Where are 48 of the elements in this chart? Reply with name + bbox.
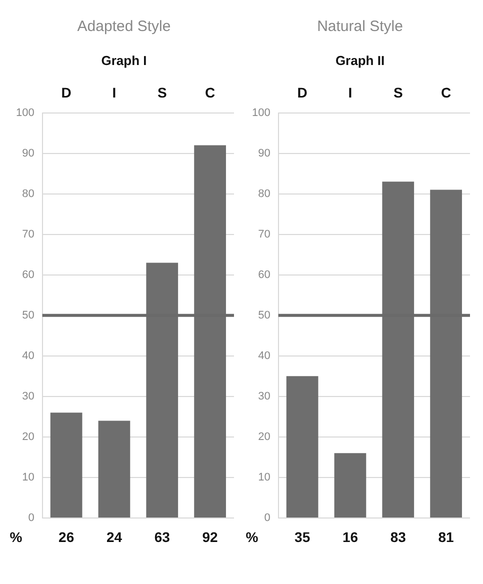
bar — [286, 376, 318, 518]
y-tick-label: 20 — [22, 430, 34, 443]
y-tick-label: 70 — [22, 228, 34, 240]
x-tick-label: D — [61, 84, 72, 100]
x-tick-label: I — [348, 84, 352, 100]
chart-title: Adapted Style — [76, 18, 172, 35]
bar — [50, 412, 82, 518]
y-tick-label: 50 — [22, 309, 34, 322]
y-tick-label: 60 — [22, 268, 34, 281]
y-tick-label: 10 — [22, 472, 34, 484]
x-tick-label: I — [112, 84, 116, 100]
y-tick-label: 30 — [258, 390, 270, 402]
y-tick-label: 0 — [264, 512, 270, 524]
data-label: 92 — [202, 528, 218, 545]
x-tick-label: C — [440, 84, 452, 100]
y-tick-label: 80 — [22, 188, 34, 200]
data-label: 16 — [342, 528, 358, 545]
y-tick-label: 40 — [22, 350, 34, 362]
y-tick-label: 60 — [258, 268, 270, 281]
y-tick-label: 50 — [258, 309, 270, 322]
bar — [98, 420, 130, 518]
chart-title: Natural Style — [316, 18, 404, 35]
data-label: 24 — [106, 528, 122, 545]
x-tick-label: C — [204, 84, 216, 100]
x-tick-label: S — [157, 84, 167, 100]
text: % — [246, 528, 259, 545]
x-tick-label: D — [297, 84, 308, 100]
y-tick-label: 70 — [258, 228, 270, 240]
data-label: 83 — [390, 528, 406, 545]
bar — [334, 453, 366, 518]
y-tick-label: 100 — [252, 106, 270, 119]
y-tick-label: 100 — [16, 106, 34, 119]
x-tick-label: S — [393, 84, 403, 100]
data-label: 81 — [438, 528, 454, 545]
y-tick-label: 80 — [258, 188, 270, 200]
data-label: 35 — [294, 528, 310, 545]
data-label: 63 — [154, 528, 170, 545]
y-tick-label: 20 — [258, 430, 270, 443]
chart-subtitle: Graph I — [100, 53, 148, 68]
data-label: 26 — [58, 528, 74, 545]
y-tick-label: 0 — [28, 512, 34, 524]
chart-subtitle: Graph II — [334, 53, 386, 68]
y-tick-label: 90 — [22, 147, 34, 160]
y-tick-label: 10 — [258, 472, 270, 484]
text: % — [10, 528, 23, 545]
y-tick-label: 30 — [22, 390, 34, 402]
y-tick-label: 40 — [258, 350, 270, 362]
y-tick-label: 90 — [258, 147, 270, 160]
